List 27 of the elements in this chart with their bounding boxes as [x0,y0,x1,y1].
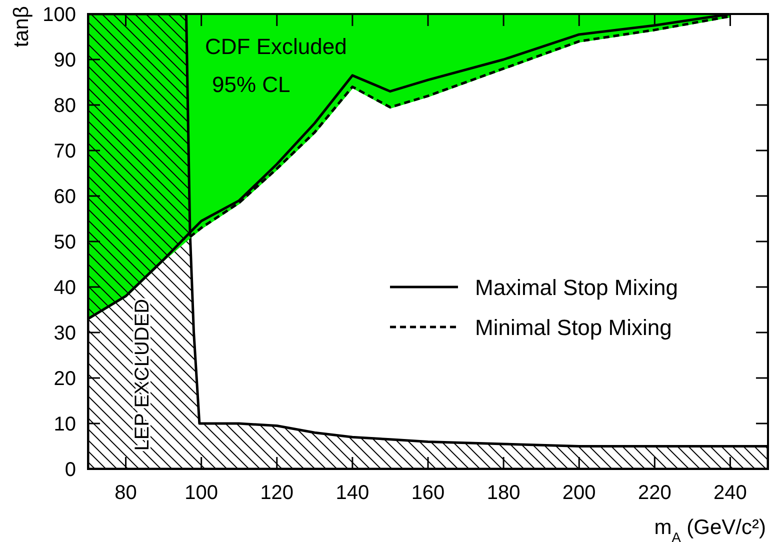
y-tick-label: 60 [54,186,76,208]
x-axis-title: m$_{A}$ (GeV/c²) [654,516,766,542]
x-tick-label: 120 [260,482,294,504]
x-tick-label: 160 [411,482,445,504]
x-tick-label: 140 [336,482,370,504]
y-tick-label: 30 [54,322,76,344]
annotation: LEP EXCLUDED [131,298,154,451]
y-tick-label: 50 [54,232,76,254]
y-tick-label: 100 [42,4,76,26]
y-tick-label: 40 [54,277,76,299]
y-tick-label: 20 [54,368,76,390]
y-tick-label: 70 [54,140,76,162]
y-tick-label: 80 [54,95,76,117]
x-tick-label: 100 [184,482,218,504]
x-tick-label: 220 [638,482,672,504]
x-tick-label: 80 [114,482,137,504]
y-axis-title: tanβ [10,6,33,48]
annotation: 95% CL [212,72,290,97]
x-tick-label: 240 [714,482,747,504]
x-tick-label: 200 [562,482,596,504]
y-tick-label: 90 [54,50,76,72]
x-tick-label: 180 [486,482,520,504]
legend-label: Minimal Stop Mixing [475,315,672,340]
y-tick-label: 10 [54,414,76,436]
annotation: CDF Excluded [205,34,347,59]
legend-label: Maximal Stop Mixing [475,275,678,300]
y-tick-label: 0 [64,459,76,481]
